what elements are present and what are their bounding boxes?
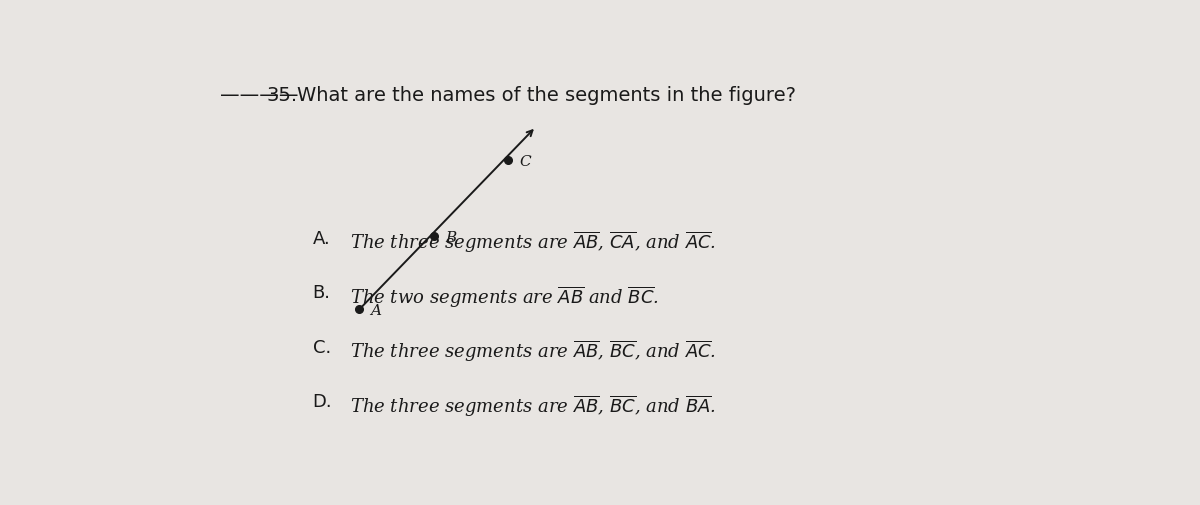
Text: A: A — [371, 305, 382, 319]
Text: C.: C. — [313, 339, 331, 357]
Text: The three segments are $\overline{AB}$, $\overline{BC}$, and $\overline{AC}$.: The three segments are $\overline{AB}$, … — [350, 339, 716, 364]
Text: What are the names of the segments in the figure?: What are the names of the segments in th… — [296, 86, 796, 105]
Text: 35.: 35. — [266, 86, 298, 105]
Text: The three segments are $\overline{AB}$, $\overline{CA}$, and $\overline{AC}$.: The three segments are $\overline{AB}$, … — [350, 230, 716, 255]
Text: D.: D. — [313, 393, 332, 411]
Text: A.: A. — [313, 230, 330, 248]
Text: ————: ———— — [220, 86, 299, 105]
Text: The three segments are $\overline{AB}$, $\overline{BC}$, and $\overline{BA}$.: The three segments are $\overline{AB}$, … — [350, 393, 716, 419]
Text: B: B — [445, 230, 456, 244]
Text: The two segments are $\overline{AB}$ and $\overline{BC}$.: The two segments are $\overline{AB}$ and… — [350, 284, 659, 310]
Text: B.: B. — [313, 284, 331, 302]
Text: C: C — [520, 155, 530, 169]
